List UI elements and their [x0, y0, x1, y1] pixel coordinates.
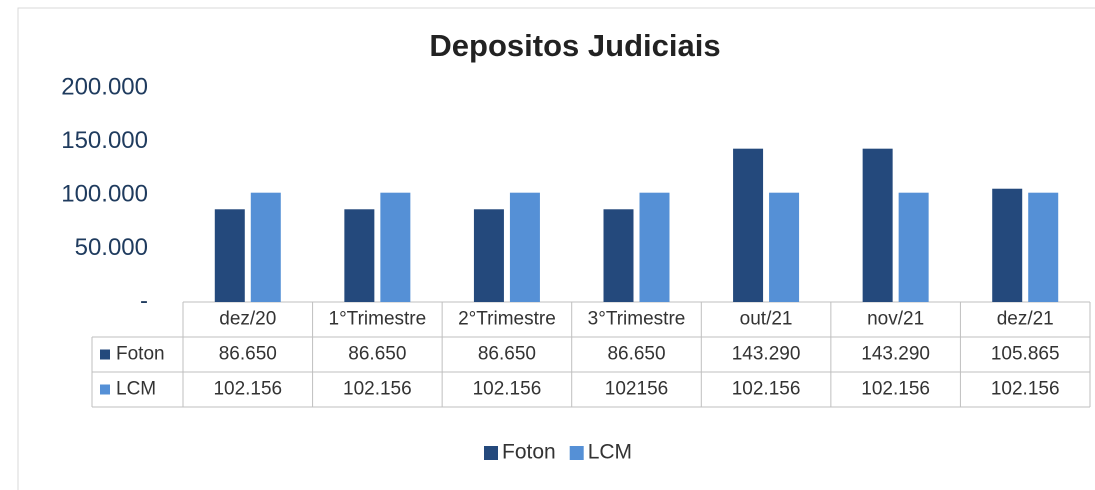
bar [898, 192, 929, 302]
table-value: 86.650 [478, 344, 536, 365]
legend-key [484, 446, 498, 460]
y-tick-label: 150.000 [61, 127, 148, 154]
chart-title: Depositos Judiciais [429, 28, 720, 63]
table-value: 102.156 [991, 379, 1060, 400]
table-value: 143.290 [732, 344, 801, 365]
legend-label: LCM [588, 441, 632, 464]
table-value: 102.156 [213, 379, 282, 400]
bar [473, 209, 504, 302]
legend-label: Foton [502, 441, 556, 464]
y-tick-label: - [140, 287, 148, 314]
x-tick-label: nov/21 [867, 309, 924, 330]
chart-frame [17, 7, 1095, 490]
y-tick-label: 50.000 [75, 234, 148, 261]
y-tick-label: 100.000 [61, 180, 148, 207]
bar [344, 209, 375, 302]
bar [733, 148, 764, 302]
y-tick-label: 200.000 [61, 73, 148, 100]
table-value: 102.156 [343, 379, 412, 400]
x-tick-label: dez/21 [997, 309, 1054, 330]
bar [639, 192, 670, 302]
bar [1028, 192, 1059, 302]
table-value: 143.290 [861, 344, 930, 365]
x-tick-label: out/21 [740, 309, 793, 330]
bar [992, 188, 1023, 302]
table-legend-key [100, 384, 110, 395]
bar [509, 192, 540, 302]
table-value: 102.156 [473, 379, 542, 400]
x-tick-label: 1°Trimestre [329, 309, 427, 330]
bar [380, 192, 411, 302]
x-tick-label: dez/20 [219, 309, 276, 330]
bar [250, 192, 281, 302]
bar [769, 192, 800, 302]
table-value: 86.650 [348, 344, 406, 365]
table-series-name: Foton [116, 344, 165, 365]
bar [603, 209, 634, 302]
table-value: 102.156 [732, 379, 801, 400]
table-legend-key [100, 349, 110, 360]
table-value: 86.650 [607, 344, 665, 365]
table-value: 102156 [605, 379, 668, 400]
bar [214, 209, 245, 302]
table-value: 86.650 [219, 344, 277, 365]
x-tick-label: 3°Trimestre [588, 309, 686, 330]
x-tick-label: 2°Trimestre [458, 309, 556, 330]
bar [862, 148, 893, 302]
legend-key [569, 446, 584, 460]
table-series-name: LCM [116, 379, 156, 400]
table-value: 102.156 [861, 379, 930, 400]
table-value: 105.865 [991, 344, 1060, 365]
